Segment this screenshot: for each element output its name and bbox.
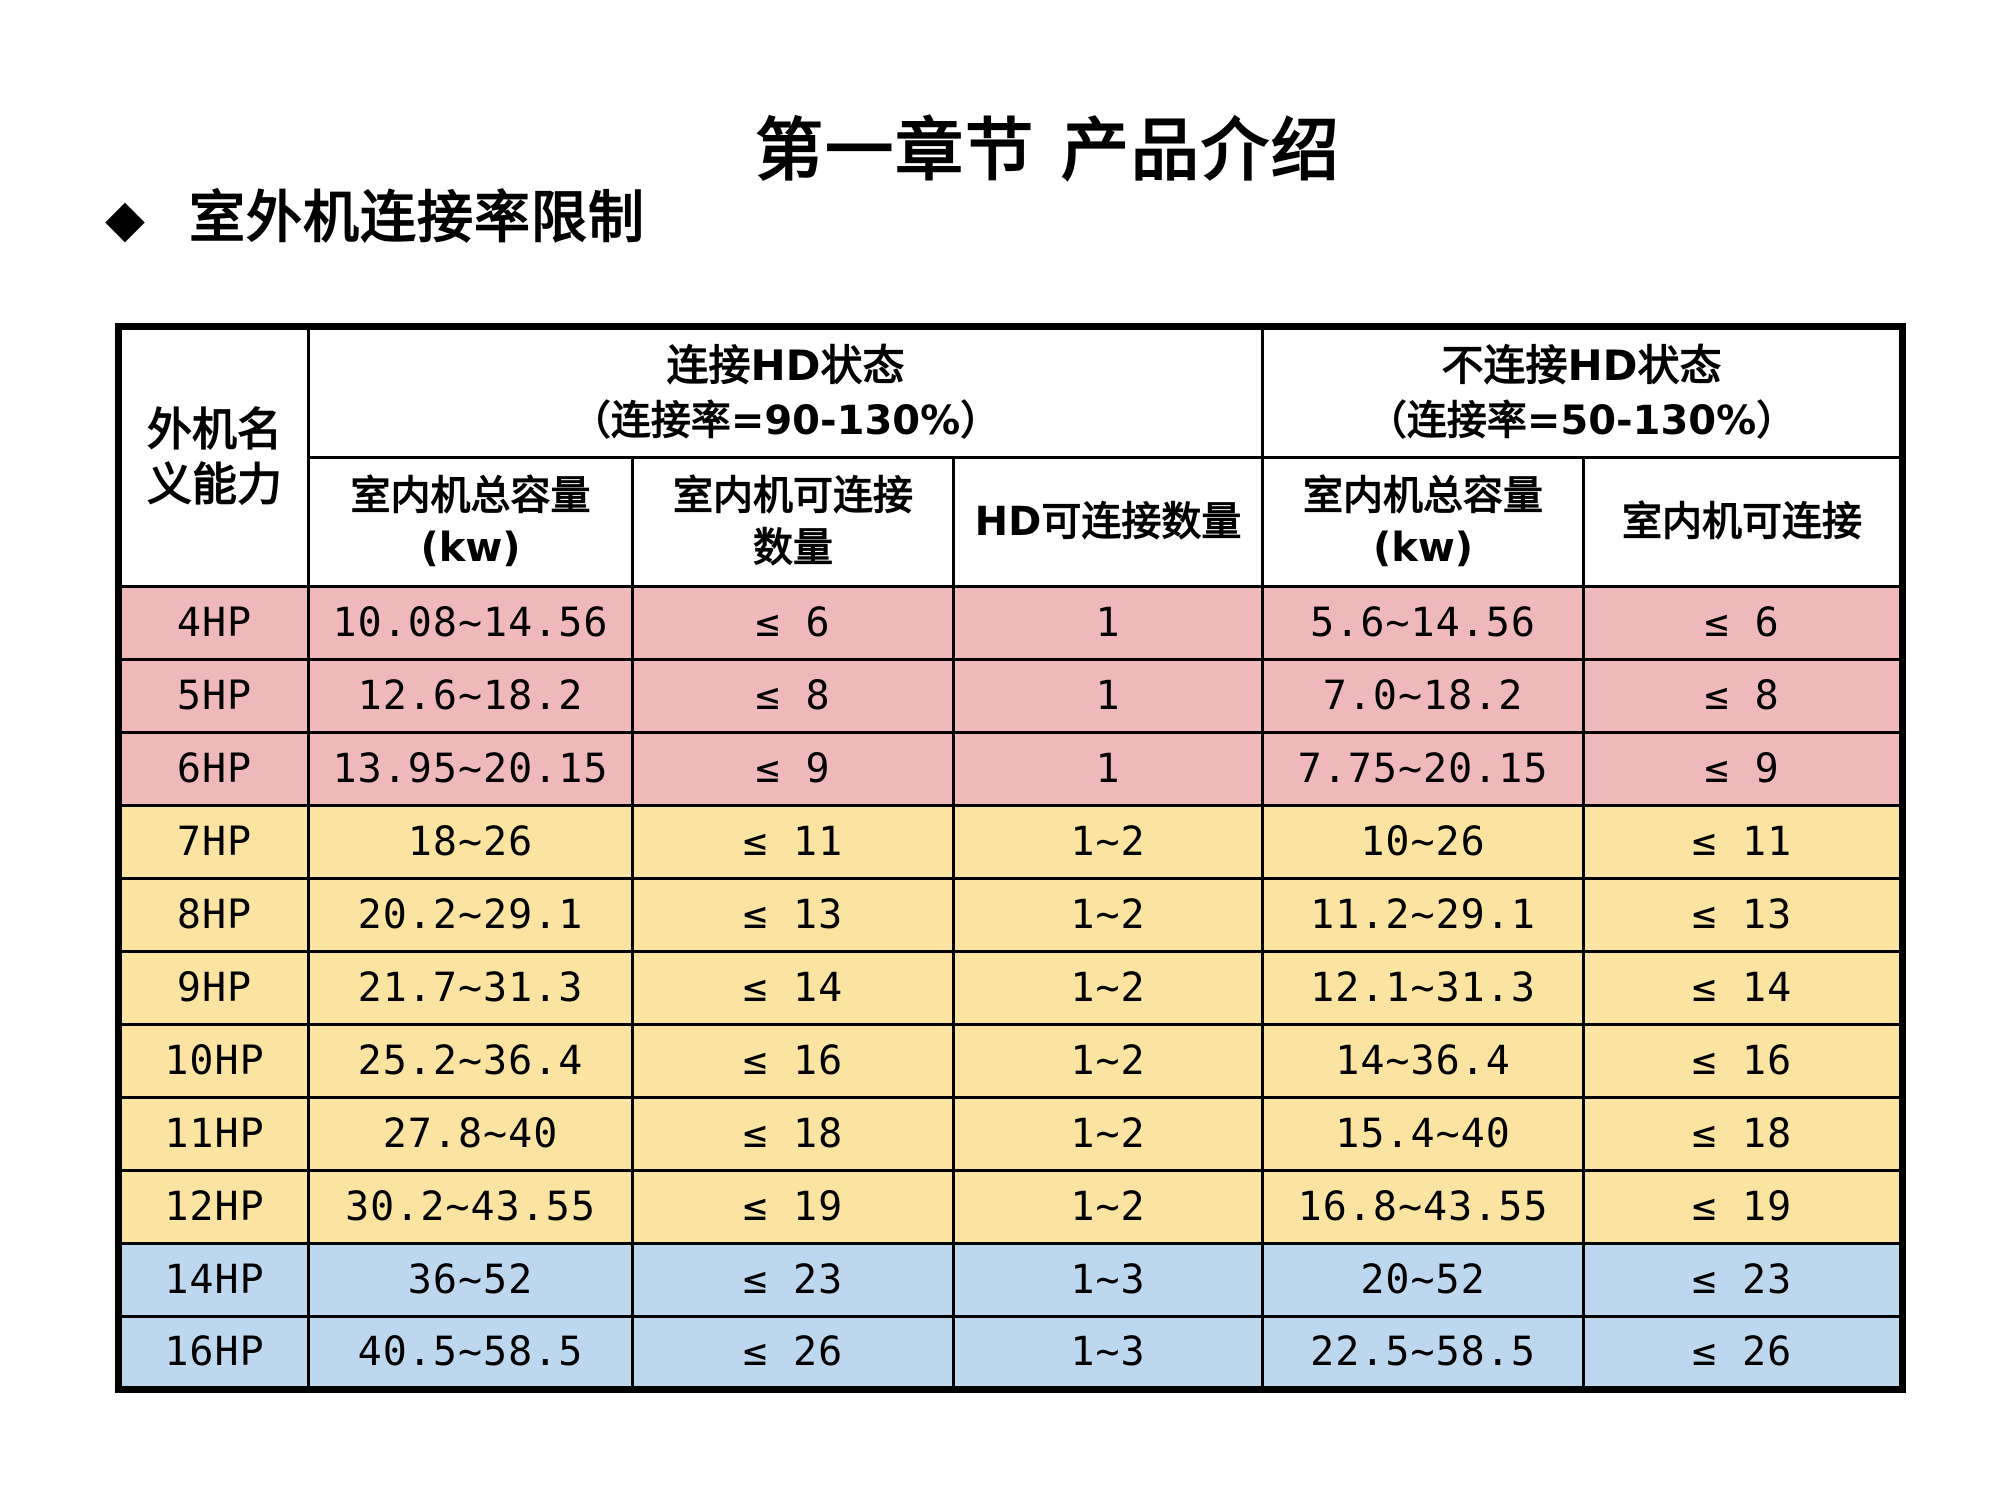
header-outdoor-capacity-line1: 外机名 <box>146 402 282 456</box>
cell: ≤ 19 <box>1582 1169 1905 1245</box>
table-row-8hp: 8HP 20.2~29.1 ≤ 13 1~2 11.2~29.1 ≤ 13 <box>117 877 1905 953</box>
header-group-hd-not-connected: 不连接HD状态 （连接率=50-130%） <box>1261 325 1905 459</box>
cell: ≤ 23 <box>631 1242 955 1318</box>
header-row-groups: 外机名 义能力 连接HD状态 （连接率=90-130%） 不连接HD状态 （连接… <box>117 325 1905 588</box>
table-row-6hp: 6HP 13.95~20.15 ≤ 9 1 7.75~20.15 ≤ 9 <box>117 731 1905 807</box>
cell: 18~26 <box>307 804 634 880</box>
cell: 11.2~29.1 <box>1261 877 1586 953</box>
cell: 1~2 <box>951 1023 1265 1099</box>
cell: ≤ 18 <box>1582 1096 1905 1172</box>
cell: 40.5~58.5 <box>307 1315 634 1391</box>
cell: 22.5~58.5 <box>1261 1315 1586 1391</box>
table-row-5hp: 5HP 12.6~18.2 ≤ 8 1 7.0~18.2 ≤ 8 <box>117 658 1905 734</box>
hp-label: 12HP <box>117 1169 310 1245</box>
cell: ≤ 19 <box>631 1169 955 1245</box>
cell: 1~2 <box>951 877 1265 953</box>
connection-rate-limit-table: 外机名 义能力 连接HD状态 （连接率=90-130%） 不连接HD状态 （连接… <box>115 323 1907 1393</box>
cell: ≤ 9 <box>1582 731 1905 807</box>
table-row-4hp: 4HP 10.08~14.56 ≤ 6 1 5.6~14.56 ≤ 6 <box>117 585 1905 661</box>
hp-label: 9HP <box>117 950 310 1026</box>
cell: 12.6~18.2 <box>307 658 634 734</box>
cell: 1 <box>951 731 1265 807</box>
cell: 27.8~40 <box>307 1096 634 1172</box>
cell: ≤ 11 <box>1582 804 1905 880</box>
cell: 20~52 <box>1261 1242 1586 1318</box>
table-row-11hp: 11HP 27.8~40 ≤ 18 1~2 15.4~40 ≤ 18 <box>117 1096 1905 1172</box>
cell: ≤ 23 <box>1582 1242 1905 1318</box>
header-group-hd-connected-subtitle: （连接率=90-130%） <box>570 398 1001 445</box>
diamond-bullet-icon: ◆ <box>105 188 145 249</box>
hp-label: 6HP <box>117 731 310 807</box>
header-group-hd-connected-title: 连接HD状态 <box>666 340 905 390</box>
header-group-hd-not-connected-title: 不连接HD状态 <box>1441 340 1722 390</box>
cell: 10~26 <box>1261 804 1586 880</box>
cell: ≤ 14 <box>631 950 955 1026</box>
cell: ≤ 9 <box>631 731 955 807</box>
header-indoor-total-capacity-2: 室内机总容量 (kw) <box>1261 456 1586 588</box>
cell: 14~36.4 <box>1261 1023 1586 1099</box>
cell: ≤ 6 <box>1582 585 1905 661</box>
header-group-hd-not-connected-subtitle: （连接率=50-130%） <box>1366 398 1797 445</box>
cell: 36~52 <box>307 1242 634 1318</box>
cell: 13.95~20.15 <box>307 731 634 807</box>
hp-label: 11HP <box>117 1096 310 1172</box>
cell: ≤ 16 <box>1582 1023 1905 1099</box>
cell: 21.7~31.3 <box>307 950 634 1026</box>
cell: 12.1~31.3 <box>1261 950 1586 1026</box>
table-row-7hp: 7HP 18~26 ≤ 11 1~2 10~26 ≤ 11 <box>117 804 1905 880</box>
cell: 7.0~18.2 <box>1261 658 1586 734</box>
section-heading: ◆ 室外机连接率限制 <box>105 188 645 250</box>
hp-label: 7HP <box>117 804 310 880</box>
header-hd-connectable-count: HD可连接数量 <box>951 456 1265 588</box>
table-row-12hp: 12HP 30.2~43.55 ≤ 19 1~2 16.8~43.55 ≤ 19 <box>117 1169 1905 1245</box>
cell: 20.2~29.1 <box>307 877 634 953</box>
cell: 1~2 <box>951 1169 1265 1245</box>
page-title: 第一章节 产品介绍 <box>755 112 1341 191</box>
cell: 1~2 <box>951 1096 1265 1172</box>
cell: ≤ 18 <box>631 1096 955 1172</box>
hp-label: 5HP <box>117 658 310 734</box>
cell: ≤ 8 <box>631 658 955 734</box>
cell: ≤ 14 <box>1582 950 1905 1026</box>
section-title: 室外机连接率限制 <box>189 186 645 251</box>
table-row-10hp: 10HP 25.2~36.4 ≤ 16 1~2 14~36.4 ≤ 16 <box>117 1023 1905 1099</box>
header-group-hd-connected: 连接HD状态 （连接率=90-130%） <box>306 325 1265 459</box>
hp-label: 4HP <box>117 585 310 661</box>
header-outdoor-capacity-line2: 义能力 <box>146 457 282 511</box>
cell: 16.8~43.55 <box>1261 1169 1586 1245</box>
cell: 25.2~36.4 <box>307 1023 634 1099</box>
header-outdoor-capacity: 外机名 义能力 <box>117 325 310 588</box>
header-row-columns: 室内机总容量 (kw) 室内机可连接 数量 HD可连接数量 室内机总容量 (kw… <box>119 456 1905 588</box>
cell: 5.6~14.56 <box>1261 585 1586 661</box>
header-indoor-connectable-count-1: 室内机可连接 数量 <box>631 456 955 588</box>
table-row-14hp: 14HP 36~52 ≤ 23 1~3 20~52 ≤ 23 <box>117 1242 1905 1318</box>
hp-label: 10HP <box>117 1023 310 1099</box>
cell: ≤ 16 <box>631 1023 955 1099</box>
cell: 1 <box>951 658 1265 734</box>
cell: 10.08~14.56 <box>307 585 634 661</box>
header-indoor-total-capacity-1: 室内机总容量 (kw) <box>307 456 634 588</box>
cell: 7.75~20.15 <box>1261 731 1586 807</box>
hp-label: 14HP <box>117 1242 310 1318</box>
cell: ≤ 8 <box>1582 658 1905 734</box>
hp-label: 16HP <box>117 1315 310 1391</box>
header-indoor-connectable-count-2: 室内机可连接 <box>1582 456 1905 588</box>
cell: 1 <box>951 585 1265 661</box>
cell: 1~3 <box>951 1242 1265 1318</box>
cell: ≤ 26 <box>1582 1315 1905 1391</box>
cell: 1~3 <box>951 1315 1265 1391</box>
cell: ≤ 26 <box>631 1315 955 1391</box>
hp-label: 8HP <box>117 877 310 953</box>
cell: 1~2 <box>951 804 1265 880</box>
cell: 1~2 <box>951 950 1265 1026</box>
cell: ≤ 13 <box>631 877 955 953</box>
cell: 30.2~43.55 <box>307 1169 634 1245</box>
table-row-16hp: 16HP 40.5~58.5 ≤ 26 1~3 22.5~58.5 ≤ 26 <box>117 1315 1905 1391</box>
cell: ≤ 13 <box>1582 877 1905 953</box>
cell: ≤ 6 <box>631 585 955 661</box>
cell: 15.4~40 <box>1261 1096 1586 1172</box>
cell: ≤ 11 <box>631 804 955 880</box>
table-row-9hp: 9HP 21.7~31.3 ≤ 14 1~2 12.1~31.3 ≤ 14 <box>117 950 1905 1026</box>
